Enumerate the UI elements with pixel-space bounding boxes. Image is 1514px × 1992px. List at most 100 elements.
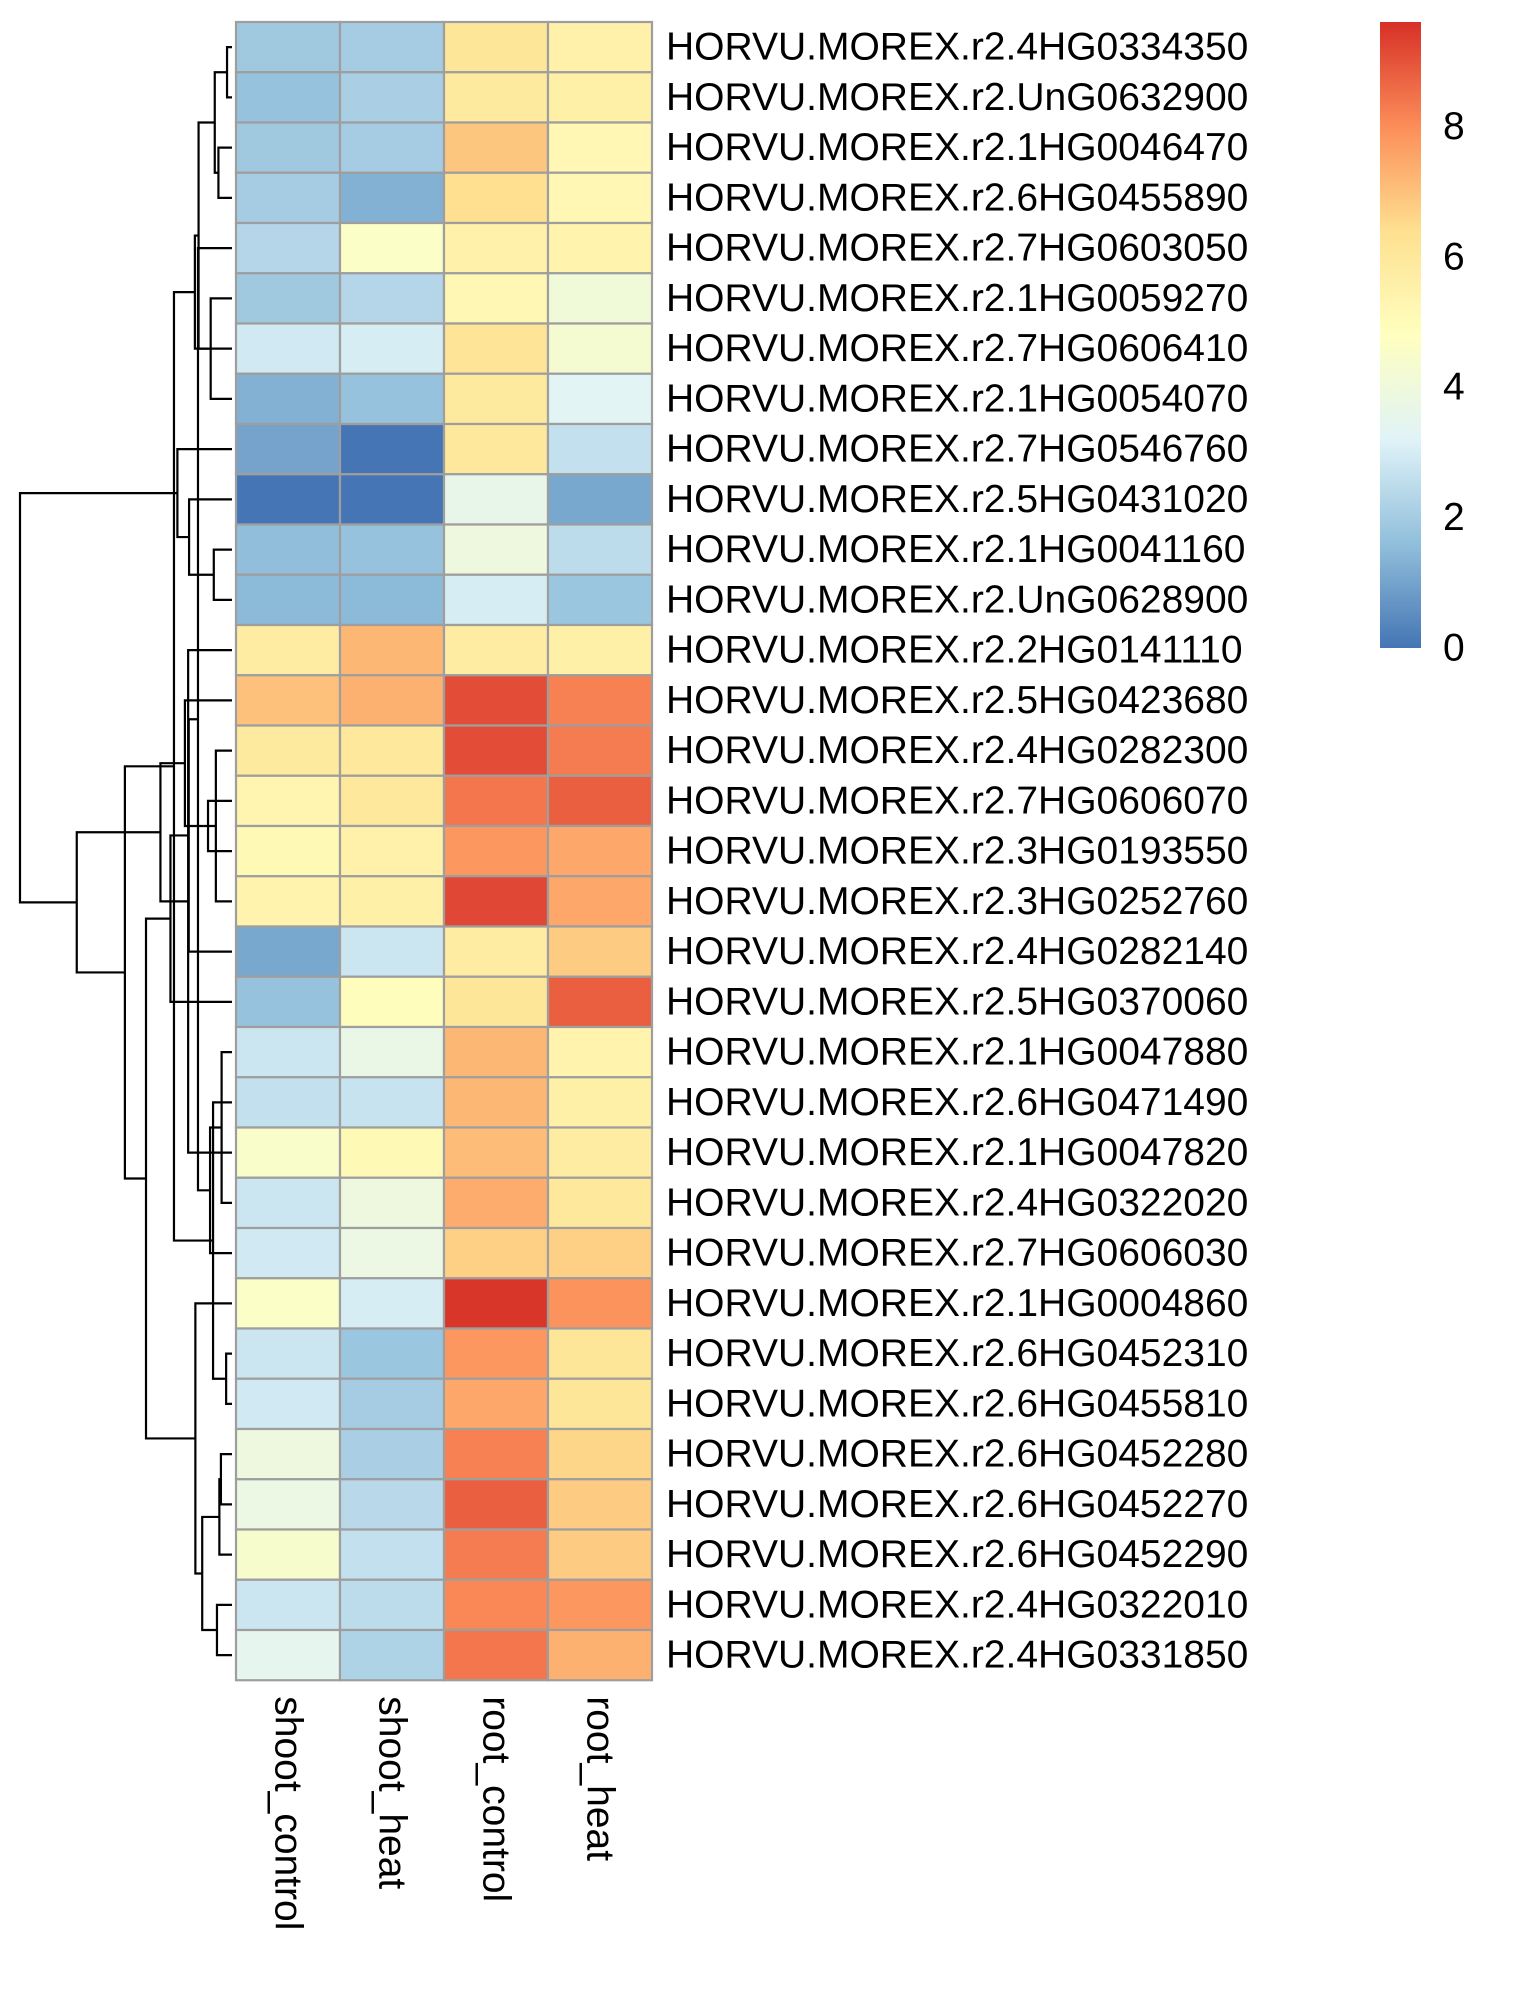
row-label: HORVU.MOREX.r2.3HG0193550 (666, 830, 1248, 873)
heatmap-cell (546, 422, 654, 476)
heatmap-cell (338, 623, 446, 677)
heatmap-cell (546, 674, 654, 727)
dendrogram-branch (214, 749, 232, 903)
heatmap-cell (234, 1327, 342, 1380)
heatmap-cell (234, 1076, 342, 1129)
heatmap-cell (442, 20, 550, 74)
legend-tick-label: 8 (1443, 105, 1465, 148)
dendrogram-branch (217, 146, 232, 199)
heatmap-cell (338, 1176, 446, 1230)
column-label: shoot_control (267, 1696, 310, 1930)
legend-tick-label: 0 (1443, 627, 1465, 670)
row-label: HORVU.MOREX.r2.4HG0282300 (666, 729, 1248, 772)
heatmap-cell (234, 623, 342, 677)
heatmap-cell (442, 1628, 550, 1682)
dendrogram-branch (194, 1302, 232, 1575)
heatmap-cell (234, 1628, 342, 1682)
heatmap-cell (546, 71, 654, 124)
heatmap-cell (442, 724, 550, 777)
heatmap-cell (442, 975, 550, 1029)
heatmap-cell (338, 1377, 446, 1431)
row-label: HORVU.MOREX.r2.2HG0141110 (666, 629, 1243, 672)
row-label: HORVU.MOREX.r2.6HG0471490 (666, 1081, 1248, 1124)
row-label: HORVU.MOREX.r2.6HG0452280 (666, 1433, 1248, 1476)
column-label: root_control (475, 1696, 518, 1902)
legend-tick-label: 6 (1443, 235, 1465, 278)
dendrogram-branch (215, 1603, 232, 1657)
heatmap-cell (234, 1226, 342, 1280)
column-labels: shoot_control shoot_heat root_control root_… (267, 1696, 622, 1930)
row-label: HORVU.MOREX.r2.4HG0282140 (666, 930, 1248, 973)
heatmap-cell (338, 71, 446, 124)
row-label: HORVU.MOREX.r2.5HG0423680 (666, 679, 1248, 722)
heatmap-cell (442, 1176, 550, 1230)
heatmap-cell (338, 573, 446, 627)
row-label: HORVU.MOREX.r2.1HG0046470 (666, 126, 1248, 169)
heatmap-cell (338, 322, 446, 375)
heatmap-cell (546, 1578, 654, 1632)
heatmap-cell (442, 623, 550, 677)
heatmap-cell (546, 171, 654, 225)
heatmap-cell (234, 1427, 342, 1481)
heatmap-cell (442, 1528, 550, 1581)
dendrogram-branch (218, 1478, 232, 1556)
heatmap-cell (338, 20, 446, 74)
heatmap-cell (546, 1377, 654, 1431)
row-label: HORVU.MOREX.r2.7HG0606030 (666, 1232, 1248, 1275)
heatmap-cell (546, 1478, 654, 1531)
row-label: HORVU.MOREX.r2.6HG0452310 (666, 1332, 1248, 1375)
heatmap-cell (234, 875, 342, 928)
heatmap-cell (546, 473, 654, 526)
heatmap-cell (546, 322, 654, 375)
dendrogram-branch (187, 498, 232, 576)
heatmap-cell (234, 372, 342, 426)
heatmap-cell (338, 1327, 446, 1380)
dendrogram-branch (123, 765, 174, 1180)
dendrogram-branch (212, 548, 232, 601)
heatmap-cell (338, 1578, 446, 1632)
heatmap-cell (338, 674, 446, 727)
dendrogram-branch (169, 834, 232, 1003)
row-label: HORVU.MOREX.r2.4HG0322010 (666, 1583, 1248, 1626)
heatmap-cell (442, 272, 550, 325)
heatmap-cell (338, 422, 446, 476)
heatmap-cell (338, 372, 446, 426)
heatmap-cell (546, 875, 654, 928)
heatmap-cell (234, 1377, 342, 1431)
heatmap-cell (338, 975, 446, 1029)
heatmap-cell (234, 1126, 342, 1179)
row-label: HORVU.MOREX.r2.UnG0632900 (666, 76, 1248, 119)
dendrogram-branch (220, 1051, 232, 1204)
heatmap-cell (234, 1025, 342, 1079)
dendrogram-branch (213, 71, 228, 174)
heatmap-cell (546, 121, 654, 174)
heatmap-cell (442, 1126, 550, 1179)
heatmap-cell (546, 1025, 654, 1079)
heatmap-cell (338, 1025, 446, 1079)
heatmap-cell (442, 875, 550, 928)
heatmap-cell (442, 824, 550, 878)
heatmap-cell (338, 121, 446, 174)
row-label: HORVU.MOREX.r2.1HG0047820 (666, 1131, 1248, 1174)
legend-tick-label: 2 (1443, 496, 1465, 539)
heatmap-cell (234, 272, 342, 325)
heatmap-cell (338, 523, 446, 576)
heatmap-cell (338, 473, 446, 526)
heatmap-cell (338, 1478, 446, 1531)
dendrogram-branch (187, 718, 232, 953)
row-label: HORVU.MOREX.r2.UnG0628900 (666, 578, 1248, 621)
heatmap-cell (338, 1126, 446, 1179)
heatmap-cell (442, 674, 550, 727)
heatmap-cell (338, 272, 446, 325)
row-label: HORVU.MOREX.r2.1HG0041160 (666, 528, 1245, 571)
dendrogram-branch (172, 290, 214, 1242)
heatmap-cell (234, 1528, 342, 1581)
heatmap-cell (442, 1327, 550, 1380)
dendrogram-branch (187, 649, 232, 1154)
dendrogram-branch (208, 1126, 232, 1255)
heatmap-cell (442, 171, 550, 225)
heatmap-cell (338, 1528, 446, 1581)
heatmap-cell (234, 20, 342, 74)
heatmap-cell (546, 1528, 654, 1581)
heatmap-cell (546, 1327, 654, 1380)
